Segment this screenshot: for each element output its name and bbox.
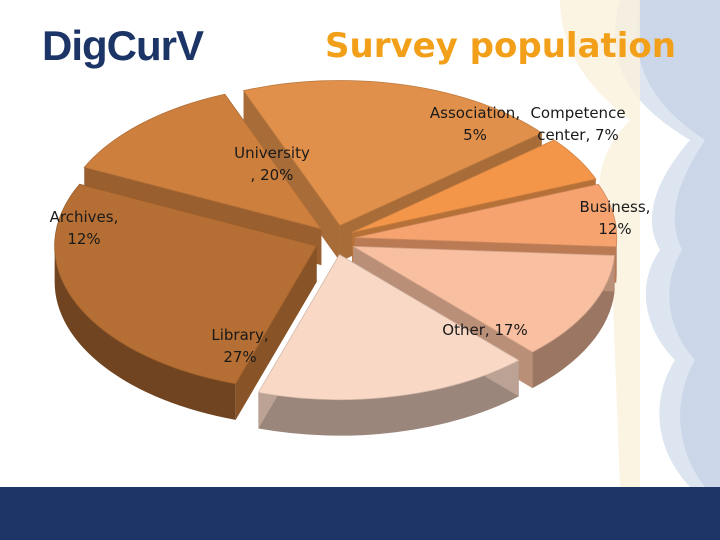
slide-title: Survey population [325, 26, 676, 66]
pie-slice-top [352, 139, 597, 233]
pie-slice-cut-face [235, 245, 317, 420]
digcurv-logo: DigCurV [42, 22, 204, 69]
pie-slice-side [616, 237, 617, 283]
pie-slice-other-17 [257, 254, 520, 436]
data-label-library-27: Library, 27% [211, 326, 268, 366]
data-label-university-20: University, 20% [234, 144, 310, 184]
pie-slice-top [257, 254, 520, 401]
pie-slice-side [54, 245, 236, 420]
pie-slice-side [532, 255, 615, 389]
pie-slice-top [352, 245, 616, 353]
pie-slice-library-27 [54, 183, 318, 420]
pie-slice-top [354, 183, 618, 248]
pie-slice-cut-face [243, 90, 340, 262]
pie-chart: University, 20% Association, 5%Competence c… [50, 80, 651, 436]
pie-slice-top [54, 183, 318, 385]
pie-slice-side [258, 360, 519, 436]
pie-slice-top [83, 93, 323, 230]
data-label-archives-12: Archives, 12% [50, 208, 119, 248]
data-label-other-17: Other, 17% [442, 321, 527, 339]
data-label-business-12: Business, 12% [580, 198, 651, 238]
pie-slice-top [242, 80, 543, 226]
data-label-competence-center-7: Competence center, 7% [530, 104, 625, 144]
footer-bar [0, 487, 720, 540]
data-label-association-5: Association, 5% [430, 104, 520, 144]
